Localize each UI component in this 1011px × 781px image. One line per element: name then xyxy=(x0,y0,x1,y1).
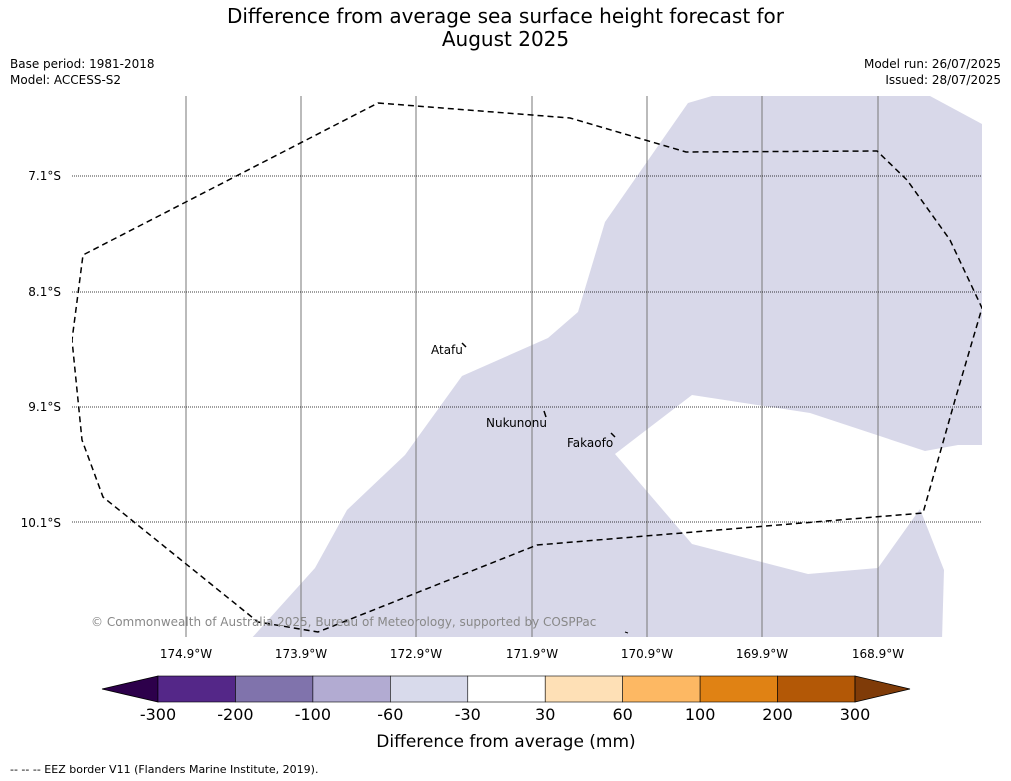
colorbar-tick-label: 200 xyxy=(762,705,793,724)
lon-label: 170.9°W xyxy=(621,647,673,661)
colorbar-tick-label: 100 xyxy=(685,705,716,724)
colorbar-tick-label: 60 xyxy=(612,705,632,724)
copyright-text: © Commonwealth of Australia 2025, Bureau… xyxy=(91,615,596,629)
colorbar-tick-label: -300 xyxy=(140,705,176,724)
lat-label: 9.1°S xyxy=(28,400,61,414)
colorbar-tick-label: -100 xyxy=(295,705,331,724)
meta-right: Model run: 26/07/2025 Issued: 28/07/2025 xyxy=(864,56,1001,88)
eez-border xyxy=(72,102,982,633)
anomaly-region xyxy=(252,96,982,637)
lat-label: 7.1°S xyxy=(28,169,61,183)
page-title: Difference from average sea surface heig… xyxy=(226,4,785,51)
colorbar-segment xyxy=(390,675,469,703)
colorbar-segment xyxy=(235,675,314,703)
model-run-text: Model run: 26/07/2025 xyxy=(863,57,1001,71)
colorbar-segment xyxy=(467,675,546,703)
colorbar-segment xyxy=(312,675,391,703)
colorbar-segment xyxy=(777,675,856,703)
small-island xyxy=(624,631,629,634)
place-label-nukunonu: Nukunonu xyxy=(486,416,547,430)
model-text: Model: ACCESS-S2 xyxy=(10,73,122,87)
nukunonu-island xyxy=(543,410,547,418)
atafu-island xyxy=(461,342,467,348)
map-area: © Commonwealth of Australia 2025, Bureau… xyxy=(72,96,982,637)
lat-label: 10.1°S xyxy=(21,516,61,530)
latitude-gridlines xyxy=(72,175,982,523)
colorbar-labels: -300 -200 -100 -60 -30 30 60 100 200 300 xyxy=(140,705,870,724)
lon-label: 171.9°W xyxy=(506,647,558,661)
lon-label: 168.9°W xyxy=(852,647,904,661)
colorbar-segment xyxy=(622,675,701,703)
colorbar-tick-label: -200 xyxy=(217,705,253,724)
colorbar-segment xyxy=(157,675,236,703)
place-label-atafu: Atafu xyxy=(431,343,463,357)
lon-label: 173.9°W xyxy=(275,647,327,661)
colorbar-tick-label: -30 xyxy=(455,705,481,724)
colorbar-segment xyxy=(699,675,778,703)
colorbar-segment xyxy=(544,675,623,703)
colorbar-over-arrow xyxy=(854,675,911,703)
lat-label: 8.1°S xyxy=(28,285,61,299)
colorbar-segments xyxy=(157,675,856,703)
issued-text: Issued: 28/07/2025 xyxy=(885,73,1001,87)
base-period-text: Base period: 1981-2018 xyxy=(10,57,155,71)
lon-label: 169.9°W xyxy=(736,647,788,661)
fakaofo-island xyxy=(610,432,616,438)
lon-label: 174.9°W xyxy=(160,647,212,661)
meta-left: Base period: 1981-2018 Model: ACCESS-S2 xyxy=(10,56,155,88)
colorbar-title: Difference from average (mm) xyxy=(376,732,635,752)
colorbar-tick-label: 300 xyxy=(840,705,871,724)
eez-footnote: -- -- -- EEZ border V11 (Flanders Marine… xyxy=(10,763,319,776)
longitude-gridlines xyxy=(185,96,879,637)
lon-label: 172.9°W xyxy=(390,647,442,661)
colorbar-under-arrow xyxy=(101,675,159,703)
colorbar: -300 -200 -100 -60 -30 30 60 100 200 300 Differen… xyxy=(101,675,911,752)
colorbar-tick-label: 30 xyxy=(535,705,555,724)
colorbar-tick-label: -60 xyxy=(377,705,403,724)
place-label-fakaofo: Fakaofo xyxy=(567,436,613,450)
